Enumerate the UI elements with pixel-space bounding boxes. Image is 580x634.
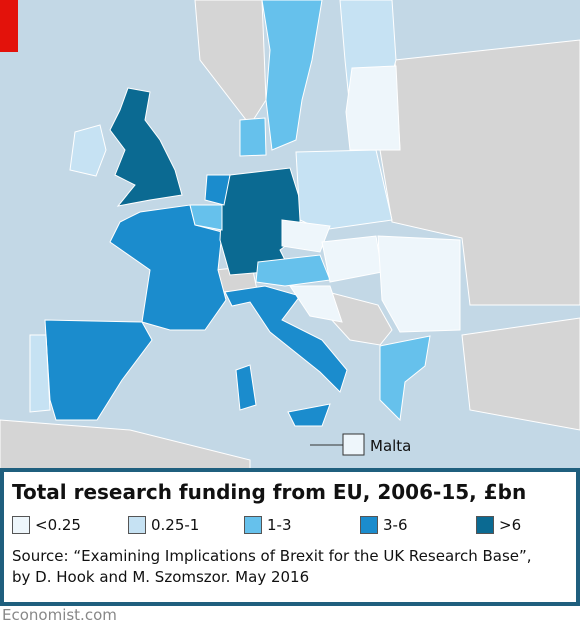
sweden bbox=[261, 0, 323, 151]
legend-item: 1-3 bbox=[244, 516, 360, 534]
malta-label: Malta bbox=[370, 437, 411, 455]
legend-swatch bbox=[128, 516, 146, 534]
legend-label: 1-3 bbox=[267, 516, 292, 534]
malta-box bbox=[342, 433, 365, 456]
legend-label: >6 bbox=[499, 516, 522, 534]
legend-swatch bbox=[12, 516, 30, 534]
legend-label: 0.25-1 bbox=[151, 516, 200, 534]
denmark bbox=[239, 117, 267, 157]
sicily bbox=[287, 403, 331, 427]
legend-swatch bbox=[476, 516, 494, 534]
czech-republic bbox=[281, 219, 331, 253]
legend: <0.25 0.25-1 1-3 3-6 >6 bbox=[12, 516, 580, 534]
legend-label: 3-6 bbox=[383, 516, 408, 534]
title: Total research funding from EU, 2006-15,… bbox=[12, 480, 527, 504]
source: Source: “Examining Implications of Brexi… bbox=[12, 547, 532, 586]
legend-swatch bbox=[360, 516, 378, 534]
sardinia bbox=[235, 364, 257, 411]
legend-label: <0.25 bbox=[35, 516, 81, 534]
poland bbox=[295, 149, 393, 231]
footer: Economist.com bbox=[2, 606, 117, 624]
red-tab bbox=[0, 0, 18, 52]
netherlands bbox=[204, 174, 231, 206]
legend-swatch bbox=[244, 516, 262, 534]
turkey bbox=[461, 317, 580, 431]
portugal bbox=[29, 334, 51, 413]
legend-panel: Total research funding from EU, 2006-15,… bbox=[0, 468, 580, 606]
spain bbox=[44, 319, 153, 421]
croatia-slovenia bbox=[289, 285, 343, 323]
legend-item: >6 bbox=[476, 516, 580, 534]
baltics bbox=[345, 65, 401, 151]
austria bbox=[255, 254, 331, 287]
legend-item: 3-6 bbox=[360, 516, 476, 534]
legend-item: 0.25-1 bbox=[128, 516, 244, 534]
united-kingdom bbox=[109, 87, 183, 207]
romania-bulgaria bbox=[377, 235, 461, 333]
belgium bbox=[189, 204, 223, 231]
map: Malta bbox=[0, 0, 580, 470]
norway bbox=[194, 0, 267, 126]
legend-item: <0.25 bbox=[12, 516, 128, 534]
africa bbox=[0, 419, 251, 470]
ireland bbox=[69, 124, 107, 177]
greece bbox=[379, 335, 431, 422]
